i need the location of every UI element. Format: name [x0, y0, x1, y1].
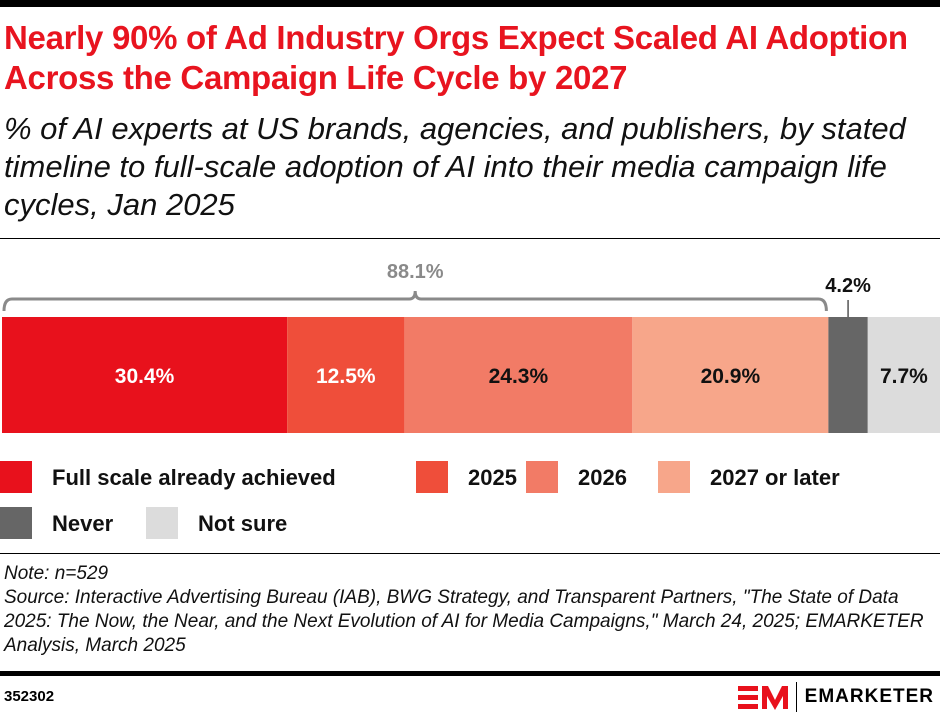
- footer-rule: [0, 671, 940, 676]
- data-label: 20.9%: [701, 365, 761, 388]
- legend-swatch: [658, 461, 690, 493]
- top-rule: [0, 0, 940, 7]
- legend-label: 2027 or later: [710, 465, 840, 490]
- data-label: 7.7%: [880, 365, 928, 388]
- bar-segment: [2, 317, 288, 433]
- em-logo-icon: [737, 686, 788, 710]
- source-text: Source: Interactive Advertising Bureau (…: [4, 587, 924, 656]
- footer-divider: [0, 553, 940, 554]
- bar-segment: [867, 317, 940, 433]
- data-label: 30.4%: [115, 365, 175, 388]
- legend-label: 2025: [468, 465, 517, 490]
- chart-id: 352302: [4, 688, 55, 705]
- brand-name: EMARKETER: [804, 686, 934, 707]
- bar-segment: [404, 317, 633, 433]
- chart-title: Nearly 90% of Ad Industry Orgs Expect Sc…: [4, 19, 908, 96]
- logo-separator: [795, 682, 797, 712]
- bracket-label: 88.1%: [387, 261, 444, 283]
- legend-swatch: [0, 461, 32, 493]
- legend-swatch: [146, 507, 178, 539]
- bracket: [2, 290, 828, 312]
- legend-label: Not sure: [198, 511, 287, 536]
- header-divider: [0, 238, 940, 239]
- bar-segment: [632, 317, 829, 433]
- data-label: 12.5%: [316, 365, 376, 388]
- legend-label: Full scale already achieved: [52, 465, 336, 490]
- legend-swatch: [526, 461, 558, 493]
- data-label: 24.3%: [489, 365, 549, 388]
- bar-segment: [287, 317, 405, 433]
- legend-label: Never: [52, 511, 114, 536]
- data-label: 4.2%: [825, 275, 871, 297]
- stacked-bar-chart: 30.4% 12.5% 24.3% 20.9% 7.7% 4.2% 88.1% Full sc…: [0, 261, 940, 539]
- emarketer-logo: EMARKETER: [737, 682, 934, 712]
- legend-swatch: [0, 507, 32, 539]
- note-text: Note: n=529: [4, 563, 109, 584]
- notes: Note: n=529 Source: Interactive Advertis…: [4, 562, 934, 658]
- bar-segment: [828, 317, 868, 433]
- legend-swatch: [416, 461, 448, 493]
- legend-label: 2026: [578, 465, 627, 490]
- chart-subtitle: % of AI experts at US brands, agencies, …: [4, 111, 906, 222]
